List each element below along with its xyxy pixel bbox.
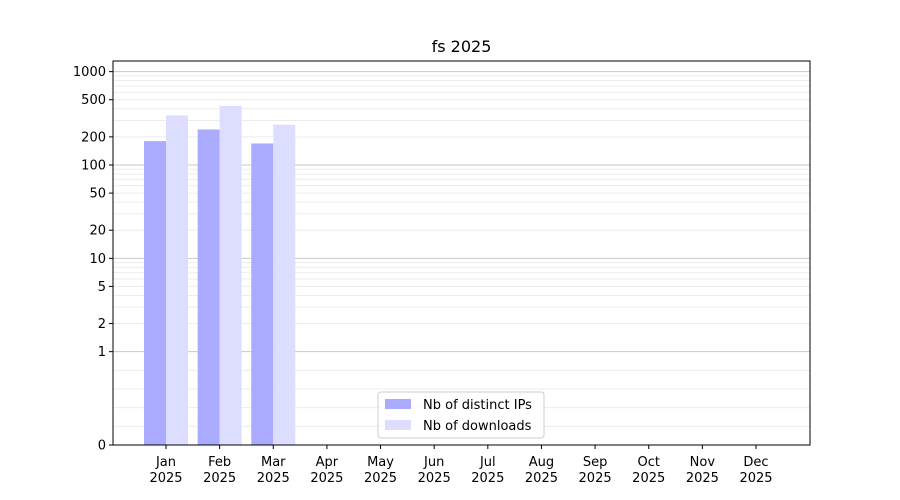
x-tick-label-year: 2025 [686,471,719,486]
x-tick-label-month: Nov [690,455,716,470]
y-axis: 0 1 2 5 10 20 50 100 200 500 1000 [73,65,113,454]
x-tick-label-month: Dec [743,455,768,470]
legend-label-distinct-ips: Nb of distinct IPs [423,398,532,413]
y-tick-label: 1000 [73,65,106,80]
x-tick-label-month: Jun [423,455,444,470]
x-tick-label-year: 2025 [364,471,397,486]
chart-title: fs 2025 [432,37,492,56]
x-tick-label-month: Jul [479,455,496,470]
x-tick-label-year: 2025 [579,471,612,486]
y-tick-label: 500 [81,93,106,108]
y-tick-label: 1 [98,345,106,360]
y-tick-label: 100 [81,158,106,173]
bar-downloads-mar [273,124,296,445]
bar-downloads-jan [166,115,188,446]
y-tick-label: 2 [98,317,106,332]
x-tick-label-year: 2025 [632,471,665,486]
x-tick-label-year: 2025 [739,471,772,486]
x-axis: Jan2025Feb2025Mar2025Apr2025May2025Jun20… [149,445,773,486]
x-tick-label-month: Sep [583,455,608,470]
x-tick-label-year: 2025 [310,471,343,486]
y-tick-label: 200 [81,130,106,145]
x-tick-label-year: 2025 [149,471,182,486]
y-tick-label: 50 [89,187,106,202]
legend-swatch-downloads [385,420,411,430]
y-tick-label: 0 [98,439,106,454]
x-tick-label-month: May [367,455,394,470]
bar-distinct-ips-mar [251,143,274,445]
y-tick-label: 20 [89,224,106,239]
x-tick-label-year: 2025 [525,471,558,486]
bar-distinct-ips-jan [144,141,166,445]
legend-label-downloads: Nb of downloads [423,419,532,434]
legend-box [377,391,545,439]
y-tick-label: 5 [98,280,106,295]
bars [144,105,296,446]
x-tick-label-year: 2025 [471,471,504,486]
y-tick-label: 10 [89,252,106,267]
x-tick-label-month: Apr [316,455,339,470]
x-tick-label-month: Oct [637,455,659,470]
bar-distinct-ips-feb [197,129,220,445]
x-tick-label-month: Mar [261,455,286,470]
x-tick-label-month: Aug [529,455,554,470]
x-tick-label-year: 2025 [203,471,236,486]
legend-swatch-distinct-ips [385,399,411,409]
plot-frame [112,60,811,446]
x-tick-label-month: Feb [208,455,231,470]
legend: Nb of distinct IPs Nb of downloads [377,391,545,439]
x-tick-label-year: 2025 [418,471,451,486]
x-tick-label-month: Jan [155,455,176,470]
x-tick-label-year: 2025 [257,471,290,486]
bar-downloads-feb [219,105,242,445]
